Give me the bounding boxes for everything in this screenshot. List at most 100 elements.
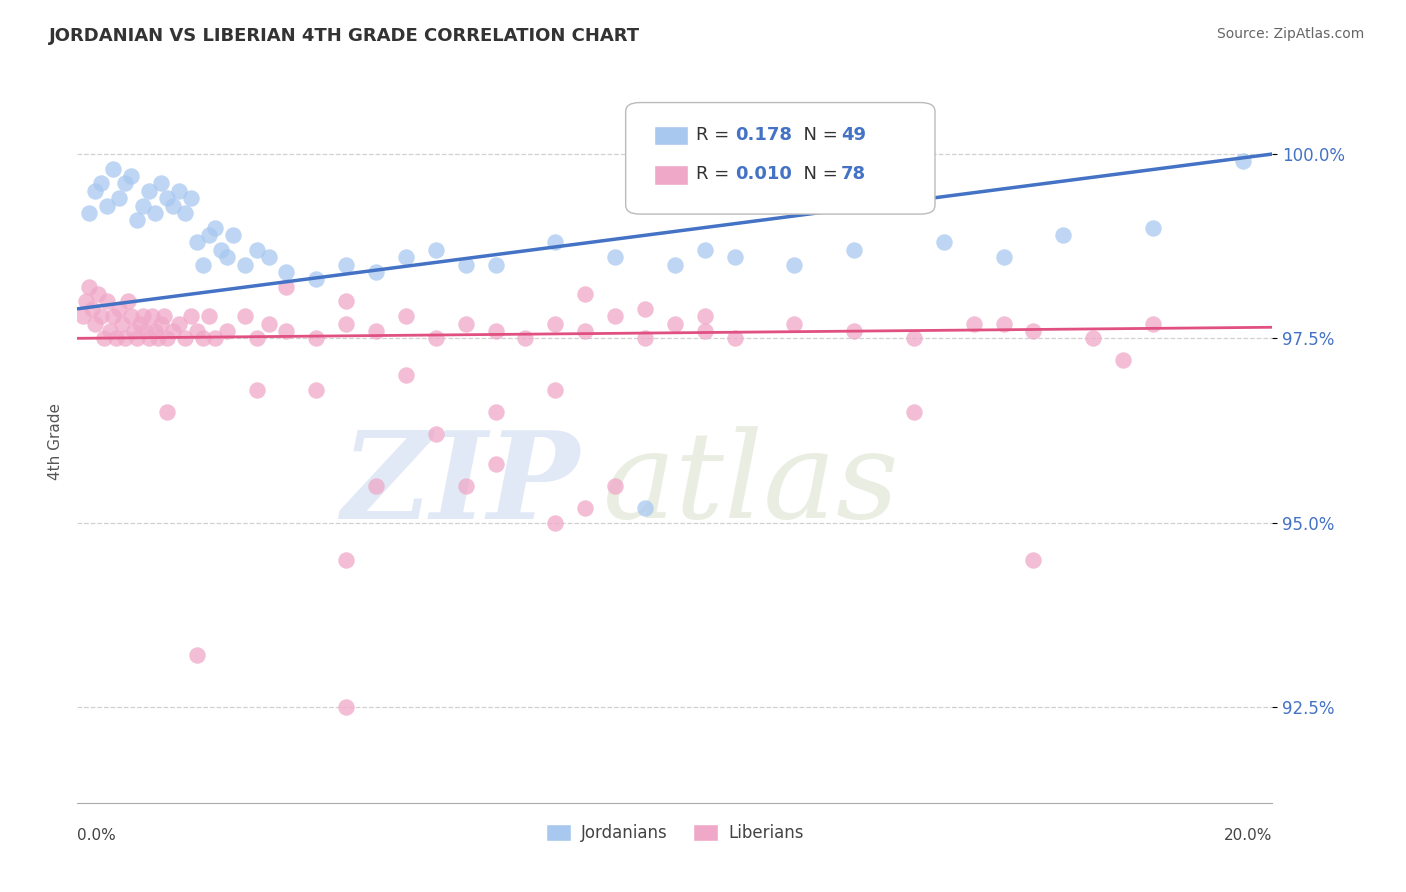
Text: 0.010: 0.010 [735, 165, 792, 183]
Point [222, 228, 245, 243]
Point [1232, 154, 1254, 169]
Point [143, 206, 166, 220]
Point [180, 309, 202, 323]
Point [103, 161, 124, 176]
Point [903, 331, 925, 345]
Text: JORDANIAN VS LIBERIAN 4TH GRADE CORRELATION CHART: JORDANIAN VS LIBERIAN 4TH GRADE CORRELAT… [49, 27, 640, 45]
Text: R =: R = [696, 165, 735, 183]
Point [1142, 317, 1164, 331]
Point [1112, 353, 1135, 368]
Point [844, 324, 866, 338]
Text: ZIP: ZIP [342, 425, 579, 544]
Point [544, 235, 567, 250]
Point [335, 700, 357, 714]
Point [605, 309, 627, 323]
Point [1052, 228, 1074, 243]
Point [783, 317, 806, 331]
Point [993, 317, 1015, 331]
Point [143, 324, 166, 338]
Point [174, 206, 197, 220]
Point [215, 250, 238, 264]
Point [544, 317, 567, 331]
Point [191, 258, 214, 272]
Text: R =: R = [696, 126, 735, 144]
Point [276, 265, 298, 279]
Point [454, 317, 477, 331]
Point [132, 309, 155, 323]
Y-axis label: 4th Grade: 4th Grade [48, 403, 63, 480]
Text: 20.0%: 20.0% [1225, 828, 1272, 843]
Point [574, 500, 596, 515]
Point [485, 405, 508, 419]
Point [108, 301, 131, 316]
Point [87, 287, 110, 301]
Point [335, 317, 357, 331]
Text: 0.0%: 0.0% [77, 828, 117, 843]
Point [305, 331, 328, 345]
Point [425, 331, 447, 345]
Point [191, 331, 214, 345]
Point [574, 324, 596, 338]
Point [693, 243, 716, 257]
Point [186, 235, 208, 250]
Point [204, 220, 226, 235]
Point [120, 169, 142, 183]
Point [120, 309, 142, 323]
Point [544, 516, 567, 530]
Point [233, 258, 256, 272]
Point [72, 309, 94, 323]
Point [246, 243, 269, 257]
Point [156, 191, 179, 205]
Point [114, 177, 136, 191]
Point [153, 309, 176, 323]
Text: N =: N = [792, 126, 844, 144]
Point [127, 213, 149, 227]
Point [634, 331, 657, 345]
Point [150, 317, 173, 331]
Point [198, 309, 221, 323]
Point [98, 324, 121, 338]
Point [932, 235, 955, 250]
Point [366, 324, 388, 338]
Point [395, 309, 418, 323]
Point [305, 383, 328, 397]
Text: atlas: atlas [603, 426, 900, 543]
Point [276, 324, 298, 338]
Point [515, 331, 537, 345]
Point [246, 331, 269, 345]
Point [135, 324, 157, 338]
Point [276, 279, 298, 293]
Point [257, 317, 280, 331]
Point [605, 479, 627, 493]
Point [257, 250, 280, 264]
Point [156, 331, 179, 345]
Point [103, 309, 124, 323]
Point [693, 309, 716, 323]
Point [485, 457, 508, 471]
Text: N =: N = [792, 165, 844, 183]
Point [634, 301, 657, 316]
Point [75, 294, 97, 309]
Point [90, 309, 112, 323]
Text: 49: 49 [841, 126, 866, 144]
Point [114, 331, 136, 345]
Point [117, 294, 139, 309]
Point [146, 331, 169, 345]
Point [485, 324, 508, 338]
Point [79, 206, 101, 220]
Point [167, 184, 190, 198]
Point [574, 287, 596, 301]
Point [129, 317, 152, 331]
Point [634, 500, 657, 515]
Point [138, 184, 160, 198]
Point [664, 317, 686, 331]
Point [138, 331, 160, 345]
Point [844, 243, 866, 257]
Point [84, 317, 107, 331]
Point [425, 427, 447, 442]
Point [84, 184, 107, 198]
Point [93, 331, 115, 345]
Point [783, 258, 806, 272]
Point [215, 324, 238, 338]
Point [246, 383, 269, 397]
